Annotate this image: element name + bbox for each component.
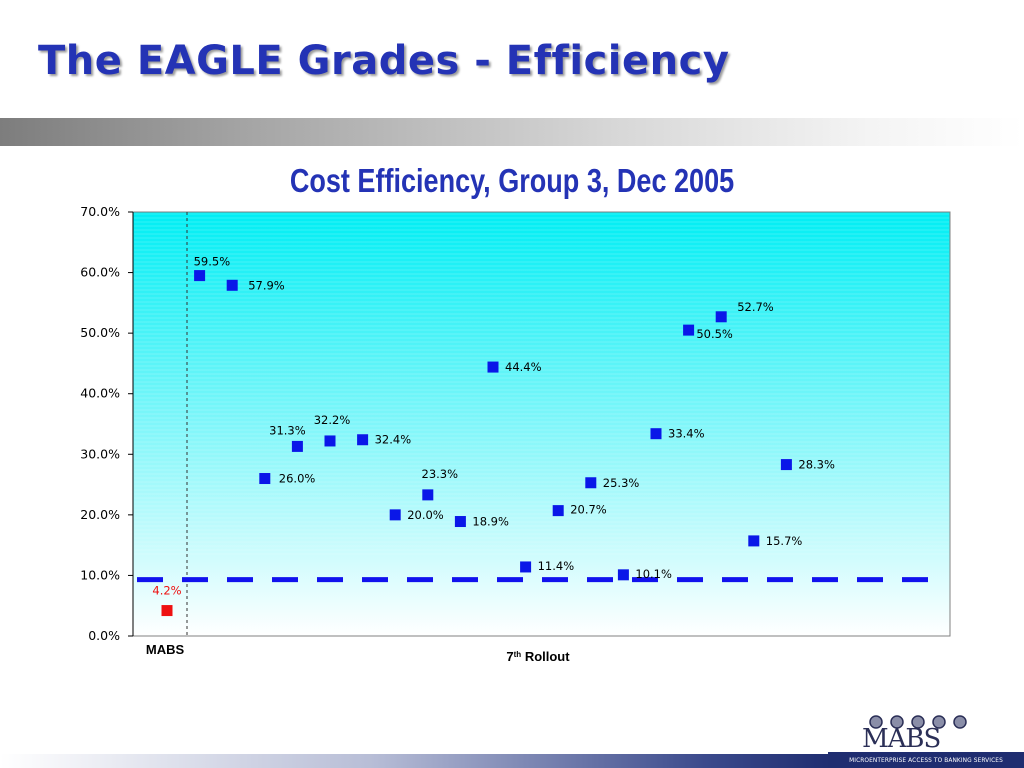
slide-title: The EAGLE Grades - Efficiency	[38, 38, 730, 84]
data-point	[324, 435, 336, 447]
y-tick-label: 0.0%	[88, 628, 120, 643]
footer-gradient-bar	[0, 754, 830, 768]
y-axis: 0.0% 10.0% 20.0% 30.0% 40.0% 50.0% 60.0% 70.0%	[80, 204, 133, 643]
data-point	[422, 489, 434, 501]
data-point	[748, 535, 760, 547]
plot-area	[132, 211, 951, 637]
data-label: 32.4%	[375, 433, 412, 447]
scatter-chart: Cost Efficiency, Group 3, Dec 2005 0.0% 1…	[80, 164, 951, 664]
plot-stripes	[134, 213, 949, 555]
data-point	[715, 311, 727, 323]
data-point	[552, 505, 564, 517]
data-point	[291, 440, 303, 452]
logo-wordmark: MABS	[862, 724, 941, 754]
data-point	[226, 279, 238, 291]
data-label: 20.0%	[407, 508, 444, 522]
data-point	[357, 434, 369, 446]
y-tick-label: 60.0%	[80, 265, 120, 280]
data-point	[259, 473, 271, 485]
data-label: 25.3%	[603, 476, 640, 490]
data-label: 31.3%	[269, 423, 306, 437]
y-tick-label: 10.0%	[80, 567, 120, 582]
y-tick-label: 50.0%	[80, 325, 120, 340]
title-gradient-bar	[0, 118, 1024, 146]
data-label: 4.2%	[152, 584, 181, 598]
data-point	[650, 428, 662, 440]
y-tick-label: 30.0%	[80, 446, 120, 461]
data-label: 18.9%	[472, 515, 509, 529]
data-point-mabs	[161, 605, 173, 617]
chart-title: Cost Efficiency, Group 3, Dec 2005	[290, 164, 734, 200]
data-points	[161, 270, 792, 617]
data-labels: 4.2% 59.5% 57.9% 26.0% 31.3% 32.2% 32.4% 20.0% 2…	[152, 255, 835, 598]
group-label-rollout: 7th Rollout	[506, 649, 570, 664]
data-label: 52.7%	[737, 300, 774, 314]
data-label: 10.1%	[635, 567, 672, 581]
data-label: 23.3%	[422, 467, 459, 481]
data-label: 50.5%	[696, 327, 733, 341]
data-point	[454, 516, 466, 528]
data-label: 11.4%	[538, 559, 575, 573]
data-point	[585, 477, 597, 489]
data-label: 15.7%	[766, 534, 803, 548]
data-point	[389, 509, 401, 521]
data-label: 57.9%	[248, 278, 285, 292]
data-label: 32.2%	[314, 413, 351, 427]
data-label: 20.7%	[570, 503, 607, 517]
data-label: 33.4%	[668, 427, 705, 441]
data-label: 59.5%	[194, 255, 231, 269]
logo-people-icon	[869, 715, 967, 729]
data-point	[194, 270, 206, 282]
data-point	[780, 459, 792, 471]
data-point	[520, 561, 532, 573]
y-tick-label: 20.0%	[80, 507, 120, 522]
y-tick-label: 40.0%	[80, 386, 120, 401]
data-label: 44.4%	[505, 360, 542, 374]
data-point	[487, 361, 499, 373]
data-point	[617, 569, 629, 581]
mabs-logo	[828, 712, 1024, 768]
data-point	[683, 324, 695, 336]
group-label-mabs: MABS	[146, 642, 185, 657]
data-label: 26.0%	[279, 472, 316, 486]
logo-caption: MICROENTERPRISE ACCESS TO BANKING SERVIC…	[828, 752, 1024, 768]
y-tick-label: 70.0%	[80, 204, 120, 219]
data-label: 28.3%	[798, 458, 835, 472]
